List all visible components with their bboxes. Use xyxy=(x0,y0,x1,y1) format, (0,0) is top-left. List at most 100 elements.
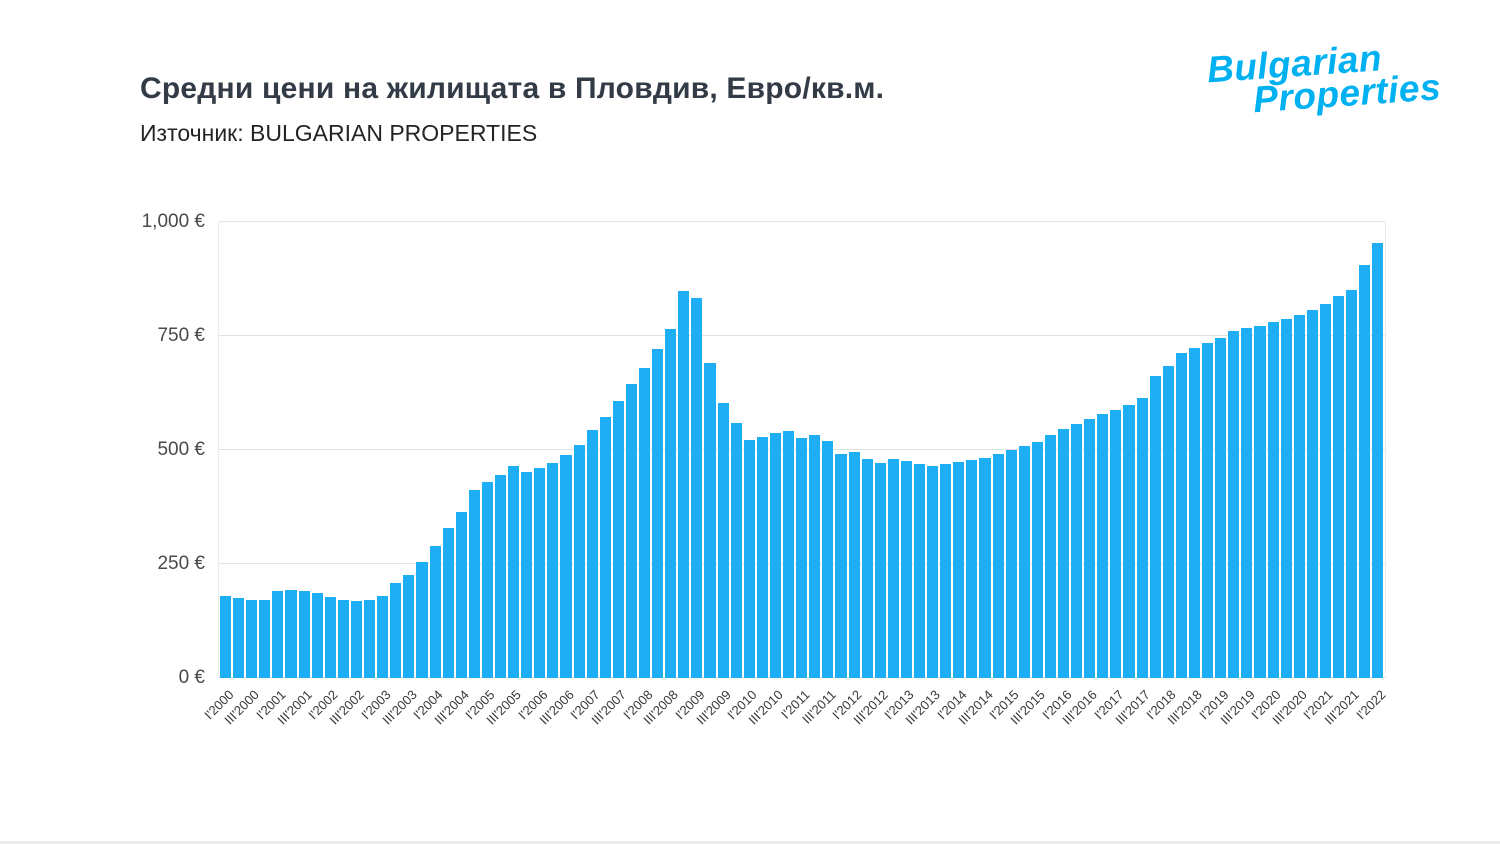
bar xyxy=(1346,289,1358,678)
bar-slot xyxy=(1123,222,1135,678)
bar-slot: III'2010 xyxy=(746,222,786,727)
bar xyxy=(547,462,559,678)
bar-slot xyxy=(1149,222,1161,678)
bar xyxy=(285,590,297,678)
bar-slot: I'2021 xyxy=(1301,222,1336,722)
bar xyxy=(756,437,768,678)
bar-slot: III'2001 xyxy=(274,222,315,727)
bar xyxy=(481,481,493,678)
bar xyxy=(979,457,991,678)
bar xyxy=(704,362,716,678)
bar-slot xyxy=(678,222,690,678)
bar-slot xyxy=(966,222,978,678)
bar-slot xyxy=(285,222,297,678)
bar-slot xyxy=(783,222,795,678)
bar-slot xyxy=(599,222,611,678)
bar-slot: I'2013 xyxy=(882,222,917,722)
bar-slot: I'2002 xyxy=(306,222,341,722)
bar xyxy=(364,599,376,678)
bar xyxy=(900,461,912,678)
bar-slot: III'2020 xyxy=(1269,222,1310,727)
bar-slot xyxy=(704,222,716,678)
bar-slot: III'2004 xyxy=(431,222,472,727)
bar xyxy=(1031,441,1043,678)
bar-slot xyxy=(1044,222,1056,678)
gridline xyxy=(219,221,1385,222)
bar-slot: I'2017 xyxy=(1091,222,1127,722)
bar-slot: I'2001 xyxy=(253,222,289,722)
bar xyxy=(573,444,585,678)
bar xyxy=(220,595,232,678)
bar xyxy=(1372,242,1384,678)
bar-slot xyxy=(311,222,323,678)
bar xyxy=(1123,405,1135,678)
bar xyxy=(1319,304,1331,678)
bar-slot xyxy=(1202,222,1214,678)
bar-slot xyxy=(259,222,271,678)
bar-slot: III'2014 xyxy=(955,222,996,727)
bar-slot xyxy=(625,222,637,678)
bar-slot: I'2016 xyxy=(1039,222,1074,722)
bar-slot: I'2008 xyxy=(620,222,655,722)
bar-slot: III'2007 xyxy=(588,222,629,727)
bulgarian-properties-logo: Bulgarian Properties xyxy=(1206,37,1450,120)
bar xyxy=(612,400,624,678)
bar xyxy=(809,435,821,678)
bar-slot xyxy=(730,222,742,678)
bar-slot: III'2006 xyxy=(536,222,577,727)
bar xyxy=(940,463,952,678)
gridline xyxy=(219,335,1385,336)
bar xyxy=(966,460,978,678)
bar xyxy=(1018,446,1030,678)
bar-slot xyxy=(442,222,454,678)
bar-slot: I'2009 xyxy=(672,222,708,722)
bar xyxy=(311,593,323,678)
bar xyxy=(521,472,533,678)
bar-slot xyxy=(1175,222,1187,678)
bar-slot xyxy=(416,222,428,678)
bar xyxy=(717,402,729,678)
bar xyxy=(337,599,349,678)
bar xyxy=(560,454,572,678)
bar xyxy=(730,423,742,678)
bar-slot: III'2000 xyxy=(222,222,262,727)
bar xyxy=(848,452,860,678)
bar xyxy=(927,465,939,678)
bar xyxy=(1306,310,1318,678)
y-axis-tick-label: 1,000 € xyxy=(141,211,205,232)
bar-slot xyxy=(861,222,873,678)
bar xyxy=(796,437,808,678)
bar-slot: I'2003 xyxy=(358,222,393,722)
bar xyxy=(953,462,965,678)
bar-slot: I'2020 xyxy=(1248,222,1284,722)
bar xyxy=(1332,295,1345,678)
bar-slot xyxy=(547,222,559,678)
bar-slot: I'2014 xyxy=(934,222,969,722)
bar-slot: III'2021 xyxy=(1322,222,1362,727)
bar xyxy=(691,298,703,678)
bar-slot: I'2000 xyxy=(201,222,236,722)
bar xyxy=(743,440,755,678)
bar-slot: I'2011 xyxy=(778,222,812,722)
bar xyxy=(442,527,454,678)
bar-slot: I'2018 xyxy=(1144,222,1179,722)
bar xyxy=(1241,327,1253,678)
bar-slot: III'2009 xyxy=(693,222,734,727)
bar-slot: III'2018 xyxy=(1165,222,1205,727)
y-axis-tick-label: 750 € xyxy=(157,325,205,346)
bar-slot xyxy=(1332,222,1345,678)
bar xyxy=(1202,343,1214,678)
bar xyxy=(390,583,402,678)
bar-slot xyxy=(521,222,533,678)
bar xyxy=(468,489,480,678)
bar xyxy=(403,574,415,678)
bar-slot xyxy=(992,222,1004,678)
bar xyxy=(625,384,637,678)
bar-slot xyxy=(887,222,899,678)
bar xyxy=(350,600,363,678)
bar xyxy=(1097,414,1109,678)
bar xyxy=(1162,366,1174,678)
bar xyxy=(1005,450,1017,678)
bar xyxy=(416,562,428,678)
bar-slot: I'2019 xyxy=(1196,222,1231,722)
